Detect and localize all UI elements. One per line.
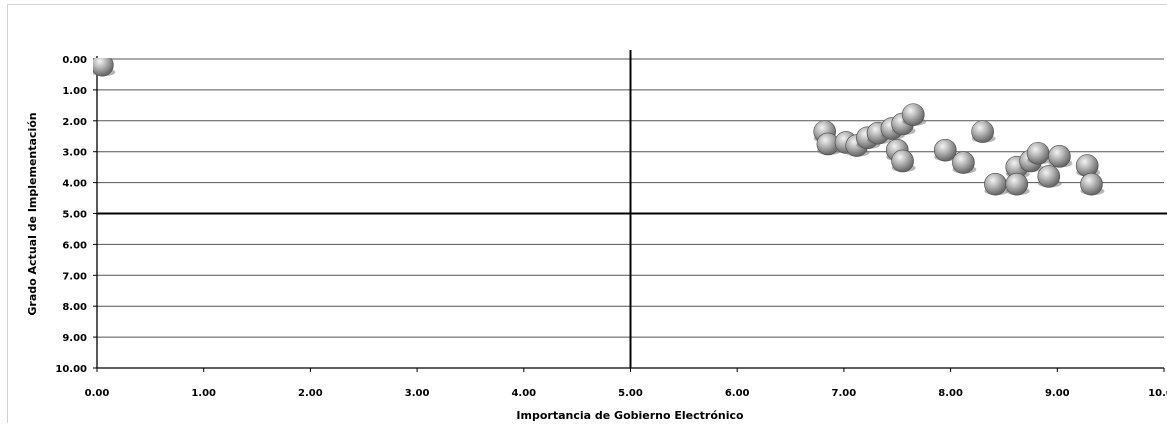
x-tick-label: 6.00 bbox=[725, 388, 750, 399]
x-tick-label: 3.00 bbox=[405, 388, 430, 399]
x-tick-label: 5.00 bbox=[618, 388, 643, 399]
data-point bbox=[1080, 172, 1103, 196]
y-tick-label: 8.00 bbox=[62, 302, 87, 313]
x-tick-label: 8.00 bbox=[938, 388, 963, 399]
y-tick-label: 9.00 bbox=[62, 333, 87, 344]
y-tick-label: 5.00 bbox=[62, 210, 87, 221]
x-tick-label: 10.00 bbox=[1148, 388, 1167, 399]
x-axis-title: Importancia de Gobierno Electrónico bbox=[516, 409, 744, 422]
data-point bbox=[971, 120, 994, 143]
data-point bbox=[901, 103, 925, 126]
x-tick-label: 9.00 bbox=[1045, 388, 1070, 399]
y-tick-label: 0.00 bbox=[62, 55, 87, 66]
data-point bbox=[952, 151, 975, 174]
y-tick-label: 6.00 bbox=[62, 240, 87, 251]
data-point bbox=[1075, 154, 1099, 177]
data-point bbox=[891, 149, 914, 173]
x-tick-label: 4.00 bbox=[511, 388, 536, 399]
x-tick-label: 2.00 bbox=[298, 388, 323, 399]
y-tick-label: 1.00 bbox=[62, 86, 87, 97]
y-tick-label: 7.00 bbox=[62, 271, 87, 282]
points-group bbox=[93, 58, 1105, 196]
x-tick-label: 0.00 bbox=[85, 388, 110, 399]
data-point bbox=[1048, 145, 1071, 168]
x-tick-label: 1.00 bbox=[191, 388, 216, 399]
data-point bbox=[933, 138, 957, 162]
data-point bbox=[1026, 141, 1050, 165]
y-tick-label: 4.00 bbox=[62, 179, 87, 190]
y-axis-title: Grado Actual de Implementación bbox=[26, 112, 39, 315]
y-tick-label: 3.00 bbox=[62, 148, 87, 159]
data-point bbox=[1037, 165, 1061, 188]
y-tick-label: 10.00 bbox=[55, 364, 87, 375]
data-point bbox=[1005, 172, 1029, 196]
data-point bbox=[93, 58, 114, 77]
y-tick-label: 2.00 bbox=[62, 117, 87, 128]
data-point bbox=[984, 172, 1007, 196]
x-tick-label: 7.00 bbox=[832, 388, 857, 399]
